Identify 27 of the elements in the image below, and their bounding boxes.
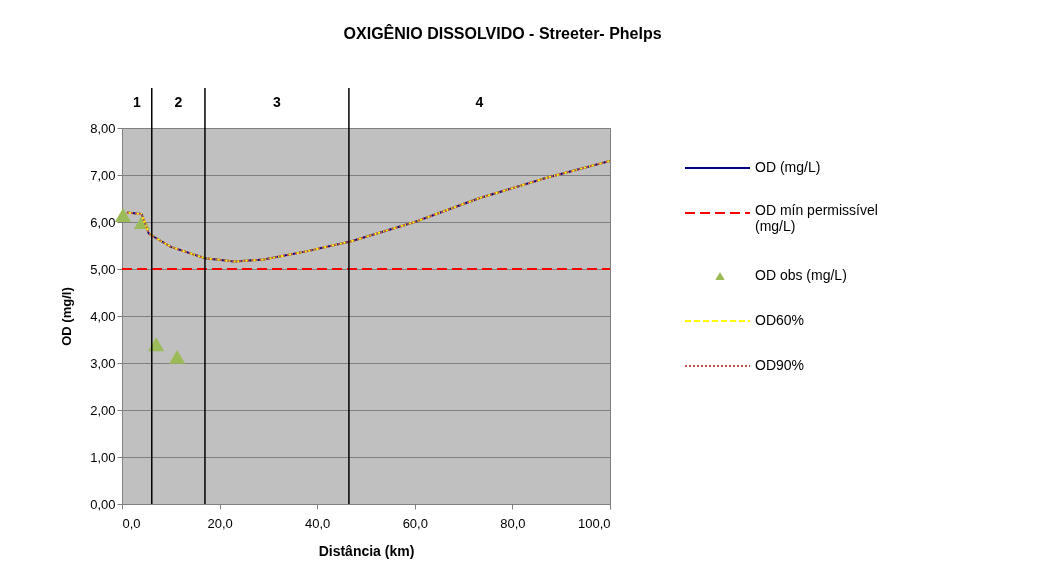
y-tick-label: 2,00 <box>90 402 116 418</box>
x-tick-label: 100,0 <box>577 515 611 531</box>
y-tick-label: 4,00 <box>90 308 116 324</box>
y-tick-label: 5,00 <box>90 261 116 277</box>
text: 4 <box>475 94 484 110</box>
legend-label: OD mín permissível (mg/L) <box>755 202 878 234</box>
x-tick-label: 80,0 <box>500 515 526 531</box>
legend-label: OD90% <box>755 357 805 373</box>
y-tick-label: 1,00 <box>90 449 116 465</box>
y-tick-label: 8,00 <box>90 120 116 136</box>
x-tick-label: 60,0 <box>402 515 428 531</box>
text: 2 <box>174 94 183 110</box>
y-axis-title: OD (mg/l) <box>59 287 75 346</box>
y-tick-label: 7,00 <box>90 167 116 183</box>
y-tick-label: 6,00 <box>90 214 116 230</box>
x-tick-label: 40,0 <box>305 515 331 531</box>
x-tick-label: 20,0 <box>207 515 233 531</box>
text: 3 <box>273 94 282 110</box>
x-tick-label: 0,0 <box>122 515 141 531</box>
y-tick-label: 0,00 <box>90 496 116 512</box>
x-axis-title: Distância (km) <box>318 542 415 559</box>
text: 1 <box>132 94 141 110</box>
chart-title: OXIGÊNIO DISSOLVIDO - Streeter- Phelps <box>343 23 662 42</box>
legend-label: OD obs (mg/L) <box>755 267 847 283</box>
legend-label: OD (mg/L) <box>755 159 821 175</box>
y-tick-label: 3,00 <box>90 355 116 371</box>
legend-label: OD60% <box>755 312 805 328</box>
